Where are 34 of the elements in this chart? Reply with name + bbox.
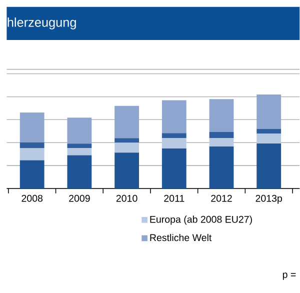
x-tick-label: 2012 (211, 194, 232, 202)
bar (20, 112, 44, 142)
bar (114, 138, 139, 143)
bar (209, 99, 234, 132)
bar (67, 144, 92, 148)
bar (67, 148, 92, 156)
legend-label: Europa (ab 2008 EU27) (150, 216, 252, 225)
bar (20, 160, 44, 189)
bar (209, 138, 234, 147)
bar (162, 133, 186, 138)
x-tick-label: 2013p (256, 194, 282, 204)
bar (162, 148, 186, 189)
x-tick-label: 2010 (116, 194, 138, 202)
bar (209, 132, 234, 138)
bar (162, 100, 186, 134)
bar (114, 152, 139, 189)
legend-label: Restliche Welt (150, 234, 212, 242)
bar (256, 144, 282, 189)
bar (256, 129, 282, 134)
x-tick-label: 2011 (164, 194, 184, 202)
bar (67, 118, 92, 144)
bar (114, 106, 139, 138)
x-tick-label: 2009 (69, 194, 90, 202)
bar (256, 94, 282, 130)
bar (209, 146, 234, 189)
x-tick-label: 2008 (22, 194, 43, 202)
bar (256, 134, 282, 144)
bar (114, 142, 139, 153)
bar (162, 138, 186, 148)
bar (20, 142, 44, 148)
bar (20, 148, 44, 160)
text: p = (282, 272, 296, 280)
chart-title: hlerzeugung (8, 18, 76, 30)
bar (67, 155, 92, 189)
